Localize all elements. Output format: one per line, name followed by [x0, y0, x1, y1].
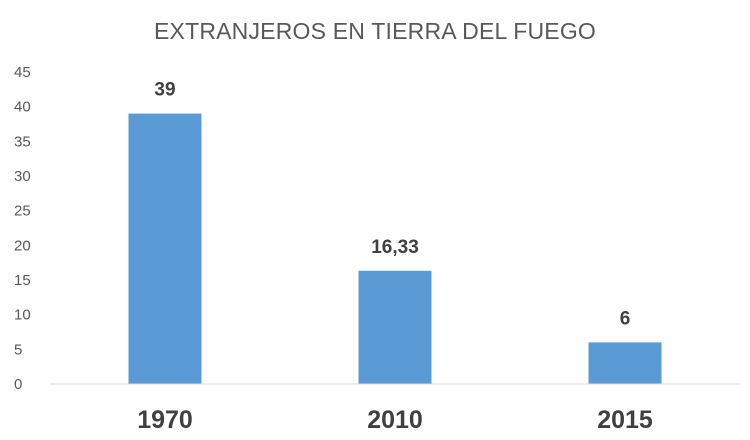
- y-tick-label: 0: [14, 376, 22, 393]
- y-axis: 0 5 10 15 20 25 30 35 40 45: [14, 64, 31, 393]
- y-tick-label: 30: [14, 168, 31, 185]
- y-tick-label: 35: [14, 133, 31, 150]
- bar-1970: [128, 113, 202, 384]
- data-label-2015: 6: [620, 308, 631, 329]
- chart-title: EXTRANJEROS EN TIERRA DEL FUEGO: [153, 18, 596, 44]
- y-tick-label: 5: [14, 341, 22, 358]
- bars: [128, 113, 662, 384]
- x-tick-label-2010: 2010: [367, 406, 423, 434]
- y-tick-label: 25: [14, 203, 31, 220]
- data-labels: 39 16,33 6: [154, 80, 630, 330]
- y-tick-label: 20: [14, 237, 31, 254]
- bar-2015: [588, 342, 662, 384]
- data-label-1970: 39: [154, 80, 175, 101]
- y-tick-label: 45: [14, 64, 31, 81]
- x-axis: 1970 2010 2015: [50, 383, 740, 434]
- y-tick-label: 15: [14, 272, 31, 289]
- bar-2010: [358, 270, 432, 384]
- y-tick-label: 40: [14, 99, 31, 116]
- y-tick-label: 10: [14, 307, 31, 324]
- data-label-2010: 16,33: [371, 237, 419, 258]
- x-tick-label-1970: 1970: [137, 406, 193, 434]
- x-tick-label-2015: 2015: [597, 406, 653, 434]
